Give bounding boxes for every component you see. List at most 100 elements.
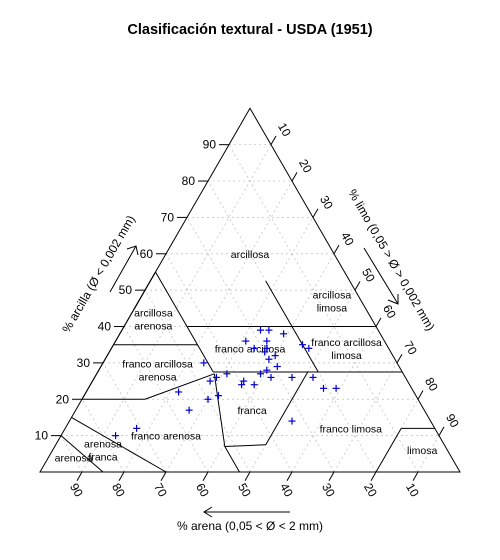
clay-axis-title: % arcilla (Ø < 0,002 mm) — [59, 213, 138, 335]
class-boundary — [265, 371, 309, 445]
class-boundary — [213, 373, 226, 447]
class-label: franco limosa — [320, 423, 383, 435]
clay-tick-label: 50 — [119, 283, 133, 297]
grid-line — [123, 180, 293, 473]
sand-tick — [244, 471, 251, 481]
sand-tick-label: 20 — [361, 481, 380, 500]
grid-lines — [60, 144, 440, 473]
data-point — [238, 381, 246, 389]
sand-tick-label: 90 — [67, 481, 86, 500]
class-boundary — [224, 446, 240, 473]
class-label: arenosa — [134, 321, 172, 333]
sand-tick-label: 40 — [277, 481, 296, 500]
grid-line — [207, 180, 377, 473]
data-point — [257, 326, 264, 334]
sand-tick — [328, 471, 335, 481]
data-point — [320, 384, 327, 392]
data-point — [206, 377, 214, 385]
grid-line — [165, 217, 314, 473]
data-point — [257, 370, 264, 378]
data-point — [263, 366, 271, 374]
class-label: arenosa — [139, 372, 177, 384]
class-label: arcillosa — [313, 290, 352, 302]
data-point — [267, 373, 275, 381]
class-label: franco arcillosa — [311, 337, 382, 349]
sand-tick — [370, 471, 377, 481]
chart-title: Clasificación textural - USDA (1951) — [127, 22, 372, 38]
silt-tick — [417, 390, 424, 400]
data-point — [250, 381, 258, 389]
clay-tick-label: 70 — [161, 210, 175, 224]
data-point — [299, 341, 306, 349]
grid-line — [60, 435, 83, 473]
silt-tick — [354, 281, 361, 291]
data-point — [185, 406, 193, 414]
clay-axis-arrow — [109, 245, 139, 293]
silt-tick-label: 10 — [275, 120, 294, 139]
silt-tick — [312, 208, 319, 218]
clay-tick-label: 90 — [203, 138, 217, 152]
class-label: franca — [88, 452, 117, 464]
data-point — [212, 373, 220, 381]
grid-line — [102, 362, 167, 473]
data-point — [261, 348, 269, 356]
class-labels: arcillosaarcillosalimosaarcillosaarenosa… — [55, 249, 438, 465]
silt-tick-label: 60 — [380, 302, 399, 321]
data-point — [263, 337, 271, 345]
data-point — [242, 337, 250, 345]
silt-tick — [375, 317, 382, 327]
silt-tick — [333, 244, 340, 255]
data-point — [265, 355, 273, 363]
data-point — [263, 344, 271, 352]
data-point — [288, 373, 296, 381]
class-label: arenosa — [84, 439, 122, 451]
class-boundary — [291, 326, 319, 373]
silt-tick-label: 20 — [296, 157, 315, 176]
class-label: limosa — [407, 445, 438, 457]
class-label: arcillosa — [134, 308, 173, 320]
class-boundary — [375, 428, 402, 473]
grid-line — [186, 217, 335, 473]
data-point — [288, 417, 296, 425]
sand-tick-label: 70 — [151, 481, 170, 500]
class-label: franco arenosa — [131, 431, 201, 443]
sand-tick — [202, 471, 209, 481]
silt-tick — [291, 172, 298, 182]
data-point — [240, 377, 248, 385]
data-point — [204, 395, 212, 403]
clay-tick-label: 80 — [182, 174, 196, 188]
silt-tick-label: 70 — [401, 339, 420, 358]
silt-tick-label: 30 — [317, 193, 336, 212]
sand-tick — [160, 471, 167, 481]
sand-axis-title: % arena (0,05 < Ø < 2 mm) — [177, 519, 323, 533]
sand-tick-label: 50 — [235, 481, 254, 500]
silt-tick-label: 50 — [359, 266, 378, 285]
sand-tick-label: 80 — [109, 481, 128, 500]
class-boundary — [186, 326, 214, 373]
class-label: franco arcillosa — [122, 359, 193, 371]
data-point — [265, 326, 273, 334]
data-point — [250, 344, 258, 352]
sand-tick — [76, 471, 83, 481]
clay-tick-label: 10 — [35, 429, 49, 443]
sand-tick — [118, 471, 125, 481]
class-boundary — [71, 417, 167, 473]
class-boundary — [224, 444, 266, 448]
grid-line — [417, 435, 440, 473]
silt-tick — [270, 135, 277, 145]
data-point — [273, 363, 281, 371]
sand-tick-label: 10 — [403, 481, 422, 500]
class-boundary — [144, 373, 215, 400]
class-boundary — [60, 435, 104, 473]
class-label: arenosa — [55, 452, 93, 464]
clay-tick-label: 20 — [56, 392, 70, 406]
data-point — [215, 392, 222, 400]
class-boundary — [265, 280, 293, 327]
data-point — [271, 352, 279, 360]
data-point — [223, 370, 231, 378]
silt-axis-arrow — [363, 247, 399, 305]
class-label: arcillosa — [231, 249, 270, 261]
data-point — [332, 384, 340, 392]
